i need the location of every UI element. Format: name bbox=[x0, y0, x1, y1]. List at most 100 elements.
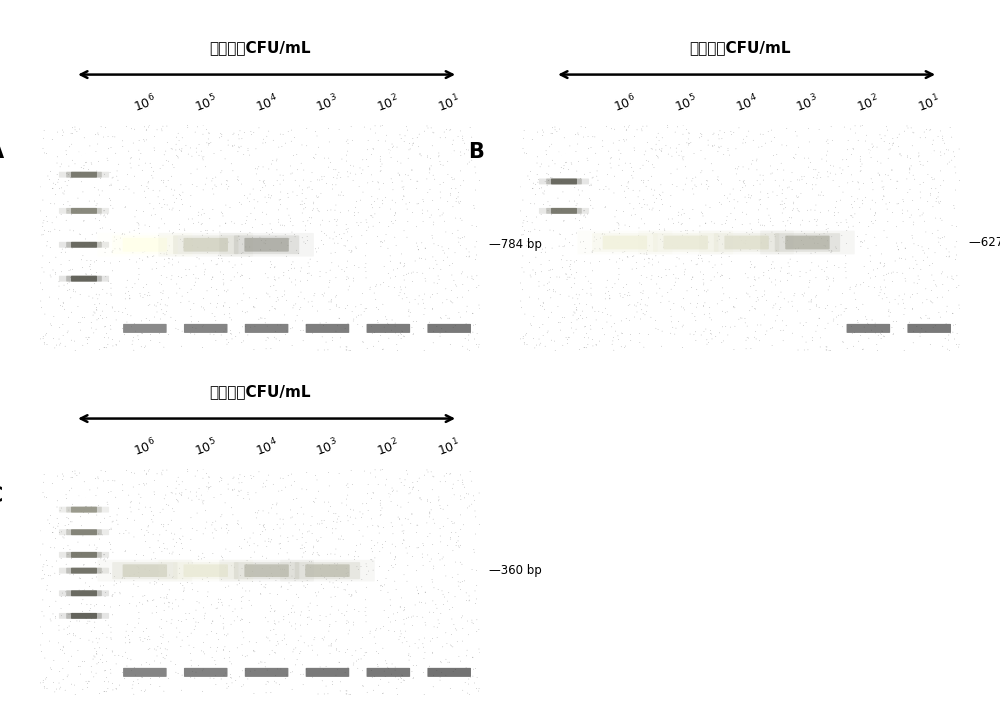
Point bbox=[90, 637, 106, 649]
Point bbox=[693, 230, 709, 241]
FancyBboxPatch shape bbox=[66, 590, 102, 596]
Point bbox=[220, 135, 236, 146]
Point bbox=[679, 173, 695, 184]
Point bbox=[360, 161, 376, 172]
Point bbox=[606, 124, 622, 135]
Point bbox=[138, 134, 154, 145]
Point bbox=[719, 215, 735, 226]
Point bbox=[887, 256, 903, 267]
Point bbox=[32, 677, 48, 689]
Text: 6: 6 bbox=[925, 145, 934, 159]
Point bbox=[635, 121, 651, 132]
Point bbox=[772, 304, 788, 315]
Point bbox=[587, 243, 603, 254]
Point bbox=[117, 632, 133, 643]
Point bbox=[251, 122, 267, 133]
Point bbox=[762, 216, 778, 227]
Point bbox=[295, 315, 311, 326]
Point bbox=[81, 581, 97, 592]
Point bbox=[174, 684, 190, 696]
Point bbox=[66, 336, 82, 347]
Point bbox=[675, 303, 691, 314]
Point bbox=[949, 220, 965, 232]
Point bbox=[792, 317, 808, 329]
Point bbox=[404, 322, 420, 333]
FancyBboxPatch shape bbox=[603, 236, 647, 249]
Point bbox=[730, 196, 746, 207]
Point bbox=[88, 544, 104, 555]
Point bbox=[54, 503, 70, 514]
Point bbox=[644, 204, 660, 216]
Point bbox=[544, 138, 560, 150]
Point bbox=[182, 143, 198, 154]
Point bbox=[49, 157, 65, 168]
Point bbox=[210, 634, 226, 645]
Point bbox=[137, 185, 153, 197]
Point bbox=[191, 150, 207, 161]
Point bbox=[318, 336, 334, 347]
Point bbox=[396, 258, 412, 270]
Point bbox=[411, 290, 427, 301]
Point bbox=[303, 218, 319, 229]
Point bbox=[92, 237, 108, 248]
Point bbox=[169, 494, 185, 505]
Point bbox=[105, 203, 121, 214]
Point bbox=[60, 629, 76, 640]
Point bbox=[425, 681, 441, 692]
Point bbox=[85, 240, 101, 251]
Point bbox=[429, 278, 445, 289]
Point bbox=[180, 287, 196, 298]
Point bbox=[339, 510, 355, 522]
Point bbox=[737, 317, 753, 329]
Point bbox=[723, 322, 739, 333]
Point bbox=[688, 315, 704, 326]
Point bbox=[225, 472, 241, 484]
Point bbox=[165, 597, 181, 609]
Point bbox=[408, 183, 424, 194]
Point bbox=[234, 477, 250, 489]
Point bbox=[882, 297, 898, 308]
Point bbox=[98, 686, 114, 697]
Point bbox=[71, 241, 87, 252]
Point bbox=[262, 562, 278, 574]
Point bbox=[432, 328, 448, 339]
Point bbox=[639, 245, 655, 256]
Point bbox=[326, 571, 342, 582]
Point bbox=[869, 339, 885, 350]
Point bbox=[124, 682, 140, 694]
Point bbox=[796, 228, 812, 239]
Point bbox=[295, 325, 311, 336]
Point bbox=[643, 171, 659, 182]
Point bbox=[569, 198, 585, 209]
Point bbox=[899, 150, 915, 161]
Point bbox=[67, 345, 83, 357]
Point bbox=[188, 322, 204, 333]
Point bbox=[393, 673, 409, 684]
Point bbox=[419, 150, 435, 161]
Point bbox=[256, 520, 272, 531]
Point bbox=[217, 297, 233, 308]
Point bbox=[288, 279, 304, 291]
Point bbox=[98, 615, 114, 626]
Point bbox=[280, 532, 296, 543]
Point bbox=[553, 150, 569, 161]
Point bbox=[122, 293, 138, 304]
Point bbox=[834, 230, 850, 241]
Point bbox=[835, 154, 851, 166]
Point bbox=[370, 479, 386, 490]
Point bbox=[67, 502, 83, 513]
Point bbox=[568, 146, 584, 157]
Point bbox=[715, 270, 731, 281]
Point bbox=[561, 332, 577, 343]
Point bbox=[756, 267, 772, 278]
Point bbox=[162, 569, 178, 581]
Point bbox=[411, 542, 427, 553]
Point bbox=[388, 240, 404, 251]
Point bbox=[408, 581, 424, 592]
Point bbox=[803, 204, 819, 216]
Point bbox=[105, 547, 121, 558]
Point bbox=[357, 303, 373, 314]
Point bbox=[923, 296, 939, 307]
Point bbox=[682, 213, 698, 225]
Point bbox=[129, 549, 145, 560]
